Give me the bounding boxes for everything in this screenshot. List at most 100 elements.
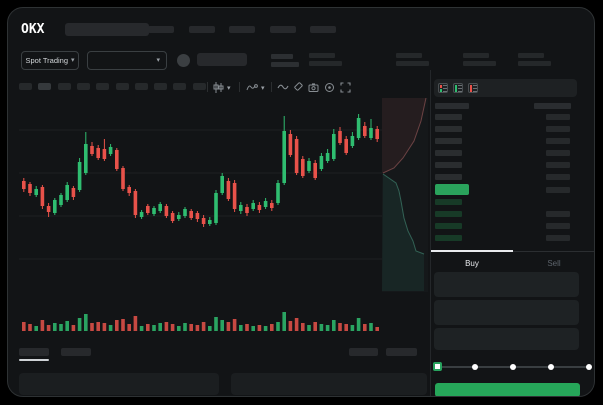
- panel-divider: [430, 70, 431, 396]
- orderbook-col-price: [435, 103, 469, 109]
- search-input[interactable]: [65, 23, 149, 36]
- bid-price-4[interactable]: [435, 235, 462, 241]
- bid-amount-3: [546, 223, 570, 229]
- ask-amount-2: [546, 126, 570, 132]
- tab-sell[interactable]: Sell: [547, 259, 561, 268]
- stat-label-3: [463, 53, 489, 58]
- timeframe-button-1[interactable]: [19, 83, 32, 90]
- line: [458, 91, 462, 92]
- coin-avatar: [177, 54, 190, 67]
- nav-item-1[interactable]: [148, 26, 174, 33]
- line-type-icon[interactable]: [276, 81, 289, 93]
- book-asks-icon[interactable]: [468, 83, 478, 93]
- market-type-dropdown[interactable]: Spot Trading ▾: [21, 51, 79, 70]
- line: [443, 91, 447, 92]
- stat-value-4: [518, 61, 551, 66]
- stat-value-3: [463, 61, 496, 66]
- nav-item-4[interactable]: [269, 26, 296, 33]
- stat-label-1: [309, 53, 335, 58]
- ask-price-4[interactable]: [435, 150, 462, 156]
- timeframe-button-7[interactable]: [134, 83, 148, 90]
- last-amount: [546, 187, 570, 193]
- toolbar-divider: [271, 82, 272, 92]
- bid-price-2[interactable]: [435, 211, 462, 217]
- bid-amount-2: [546, 211, 570, 217]
- timeframe-button-3[interactable]: [57, 83, 71, 90]
- ask-amount-4: [546, 150, 570, 156]
- app-window: OKX Spot Trading ▾ ▾ ▾ ▾: [7, 7, 595, 397]
- pair-name-placeholder: [197, 53, 247, 66]
- price-input[interactable]: [434, 272, 579, 297]
- toolbar-divider: [207, 82, 208, 92]
- nav-item-3[interactable]: [229, 26, 255, 33]
- chart-bottom-action-1[interactable]: [349, 348, 378, 356]
- bid-price-3[interactable]: [435, 223, 462, 229]
- chart-bottom-tab-1[interactable]: [19, 348, 49, 356]
- line: [458, 85, 462, 86]
- fullscreen-icon[interactable]: [339, 81, 351, 93]
- pair-selector-dropdown[interactable]: ▾: [87, 51, 167, 70]
- timeframe-button-8[interactable]: [154, 83, 168, 90]
- buy-submit-button[interactable]: [435, 383, 580, 396]
- ask-amount-1: [546, 114, 570, 120]
- chevron-down-icon[interactable]: ▾: [261, 85, 265, 92]
- mark: [455, 85, 457, 92]
- camera-icon[interactable]: [307, 81, 319, 93]
- candlestick-chart[interactable]: [19, 98, 389, 336]
- ask-mark: [440, 85, 442, 88]
- chart-bottom-tab-2[interactable]: [61, 348, 91, 356]
- slider-stop-4[interactable]: [586, 364, 592, 370]
- nav-item-5[interactable]: [310, 26, 336, 33]
- line: [473, 91, 477, 92]
- orderbook-col-amount: [534, 103, 571, 109]
- tab-buy[interactable]: Buy: [465, 259, 479, 268]
- amount-input[interactable]: [434, 300, 579, 325]
- ask-price-2[interactable]: [435, 126, 462, 132]
- candle-style-icon[interactable]: [212, 81, 225, 93]
- price-change-placeholder: [271, 62, 299, 67]
- timeframe-button-9[interactable]: [173, 83, 187, 90]
- line: [443, 88, 447, 89]
- slider-stop-3[interactable]: [548, 364, 554, 370]
- indicators-icon[interactable]: [245, 81, 258, 93]
- ask-price-6[interactable]: [435, 174, 462, 180]
- line: [473, 88, 477, 89]
- okx-logo: OKX: [21, 22, 45, 37]
- slider-stop-1[interactable]: [472, 364, 478, 370]
- mark: [470, 85, 472, 92]
- toolbar-divider: [239, 82, 240, 92]
- bid-price-1[interactable]: [435, 199, 462, 205]
- chart-bottom-action-2[interactable]: [386, 348, 417, 356]
- buy-tab-underline: [431, 250, 513, 252]
- bottom-panel-left: [19, 373, 219, 395]
- timeframe-button-5[interactable]: [96, 83, 110, 90]
- ask-price-1[interactable]: [435, 114, 462, 120]
- line: [458, 88, 462, 89]
- ask-amount-5: [546, 162, 570, 168]
- ask-price-5[interactable]: [435, 162, 462, 168]
- ask-amount-3: [546, 138, 570, 144]
- slider-handle[interactable]: [433, 362, 442, 371]
- timeframe-button-6[interactable]: [115, 83, 129, 90]
- timeframe-button-2[interactable]: [38, 83, 52, 90]
- bid-amount-4: [546, 235, 570, 241]
- chevron-down-icon: ▾: [156, 57, 160, 64]
- active-tab-underline: [19, 359, 49, 361]
- book-bids-icon[interactable]: [453, 83, 463, 93]
- timeframe-button-4[interactable]: [76, 83, 90, 90]
- last-price-badge[interactable]: [435, 184, 469, 195]
- book-combined-icon[interactable]: [438, 83, 448, 93]
- total-input[interactable]: [434, 328, 579, 350]
- draw-icon[interactable]: [292, 81, 304, 93]
- slider-stop-2[interactable]: [510, 364, 516, 370]
- ask-price-3[interactable]: [435, 138, 462, 144]
- chevron-down-icon[interactable]: ▾: [227, 85, 231, 92]
- nav-item-2[interactable]: [188, 26, 215, 33]
- line: [473, 85, 477, 86]
- timeframe-button-10[interactable]: [192, 83, 206, 90]
- stat-label-4: [518, 53, 544, 58]
- depth-chart[interactable]: [382, 98, 428, 292]
- chevron-down-icon: ▾: [71, 57, 75, 64]
- settings-icon[interactable]: [323, 81, 335, 93]
- ask-amount-6: [546, 174, 570, 180]
